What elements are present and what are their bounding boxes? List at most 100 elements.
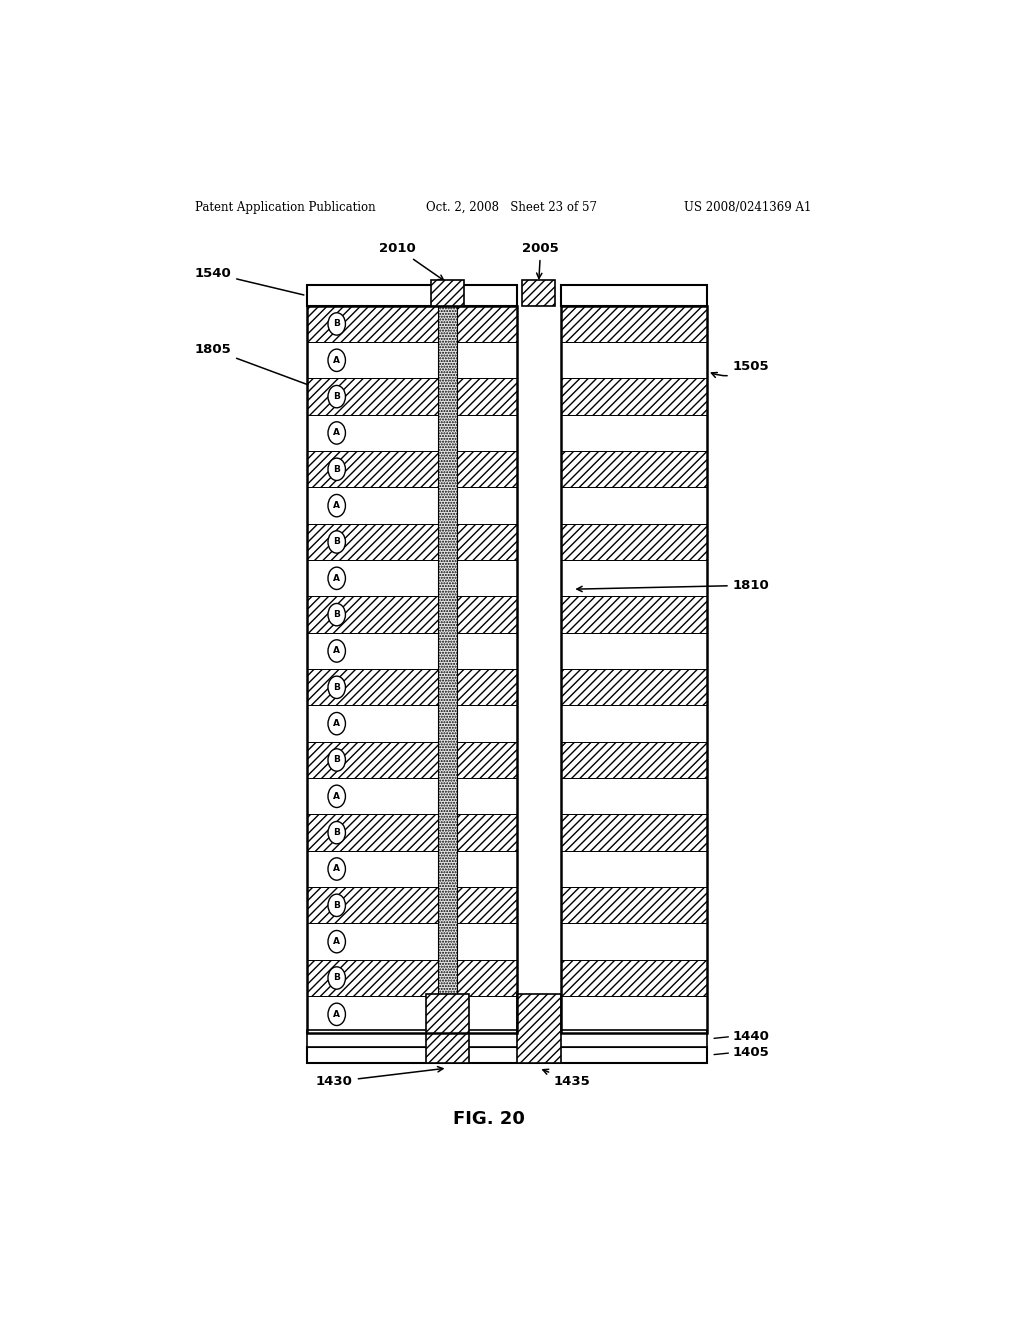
Bar	[560, 560, 708, 597]
Text: Oct. 2, 2008   Sheet 23 of 57: Oct. 2, 2008 Sheet 23 of 57	[426, 201, 597, 214]
Bar	[560, 379, 708, 414]
Bar	[560, 306, 708, 1032]
Text: 1810: 1810	[577, 578, 769, 591]
Circle shape	[328, 385, 345, 408]
Bar	[306, 851, 437, 887]
Bar	[458, 487, 517, 524]
Text: B: B	[333, 682, 340, 692]
Bar	[458, 451, 517, 487]
Circle shape	[328, 821, 345, 843]
Circle shape	[328, 458, 345, 480]
Text: B: B	[333, 537, 340, 546]
Circle shape	[328, 603, 345, 626]
Text: 1805: 1805	[195, 343, 308, 384]
Text: B: B	[333, 610, 340, 619]
Bar	[306, 779, 437, 814]
Bar	[560, 851, 708, 887]
Text: A: A	[333, 574, 340, 583]
Bar	[560, 524, 708, 560]
Text: A: A	[333, 937, 340, 946]
Circle shape	[328, 676, 345, 698]
Bar	[458, 997, 517, 1032]
Bar	[458, 814, 517, 851]
Bar	[458, 887, 517, 924]
Circle shape	[328, 568, 345, 590]
Bar	[458, 597, 517, 632]
Bar	[431, 280, 464, 306]
Circle shape	[328, 966, 345, 989]
Bar	[458, 414, 517, 451]
Circle shape	[328, 748, 345, 771]
Bar	[560, 742, 708, 779]
Bar	[306, 379, 437, 414]
Bar	[306, 414, 437, 451]
Bar	[458, 524, 517, 560]
Text: FIG. 20: FIG. 20	[454, 1110, 525, 1127]
Bar	[458, 705, 517, 742]
Bar	[458, 924, 517, 960]
Text: B: B	[333, 392, 340, 401]
Bar	[306, 342, 437, 379]
Bar	[560, 306, 708, 342]
Bar	[560, 887, 708, 924]
Bar	[458, 960, 517, 997]
Bar	[458, 632, 517, 669]
Text: A: A	[333, 356, 340, 364]
Bar	[517, 994, 560, 1063]
Bar	[306, 997, 437, 1032]
Text: 1430: 1430	[315, 1067, 443, 1088]
Bar	[306, 524, 437, 560]
Bar	[306, 960, 437, 997]
Bar	[306, 560, 437, 597]
Bar	[560, 669, 708, 705]
Bar	[306, 632, 437, 669]
Bar	[560, 779, 708, 814]
Bar	[560, 414, 708, 451]
Bar	[458, 851, 517, 887]
Bar	[306, 924, 437, 960]
Bar	[306, 1047, 708, 1063]
Text: US 2008/0241369 A1: US 2008/0241369 A1	[684, 201, 811, 214]
Bar	[560, 705, 708, 742]
Bar	[306, 306, 437, 342]
Bar	[437, 306, 458, 1032]
Bar	[426, 994, 469, 1063]
Bar	[458, 669, 517, 705]
Text: 1540: 1540	[195, 267, 304, 294]
Bar	[306, 705, 437, 742]
Text: B: B	[333, 973, 340, 982]
Text: B: B	[333, 319, 340, 329]
Bar	[458, 779, 517, 814]
Text: 1435: 1435	[543, 1069, 591, 1088]
Text: 1505: 1505	[712, 360, 769, 378]
Bar	[560, 285, 708, 306]
Bar	[458, 560, 517, 597]
Text: 2010: 2010	[380, 242, 443, 280]
Text: A: A	[333, 719, 340, 729]
Circle shape	[328, 640, 345, 663]
Bar	[306, 285, 517, 306]
Bar	[458, 379, 517, 414]
Text: A: A	[333, 792, 340, 801]
Bar	[458, 342, 517, 379]
Text: A: A	[333, 647, 340, 656]
Bar	[522, 280, 555, 306]
Bar	[306, 1031, 708, 1047]
Text: 1440: 1440	[733, 1030, 770, 1043]
Bar	[560, 997, 708, 1032]
Bar	[560, 632, 708, 669]
Text: A: A	[333, 865, 340, 874]
Bar	[458, 306, 517, 342]
Circle shape	[328, 931, 345, 953]
Bar	[458, 742, 517, 779]
Text: A: A	[333, 429, 340, 437]
Text: A: A	[333, 502, 340, 510]
Bar	[560, 960, 708, 997]
Circle shape	[328, 422, 345, 444]
Bar	[306, 597, 437, 632]
Text: A: A	[333, 1010, 340, 1019]
Bar	[306, 451, 437, 487]
Circle shape	[328, 313, 345, 335]
Text: B: B	[333, 900, 340, 909]
Bar	[306, 887, 437, 924]
